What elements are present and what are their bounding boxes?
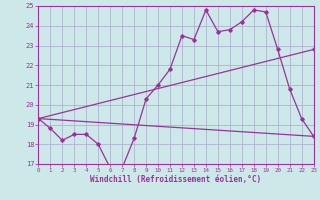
X-axis label: Windchill (Refroidissement éolien,°C): Windchill (Refroidissement éolien,°C)	[91, 175, 261, 184]
